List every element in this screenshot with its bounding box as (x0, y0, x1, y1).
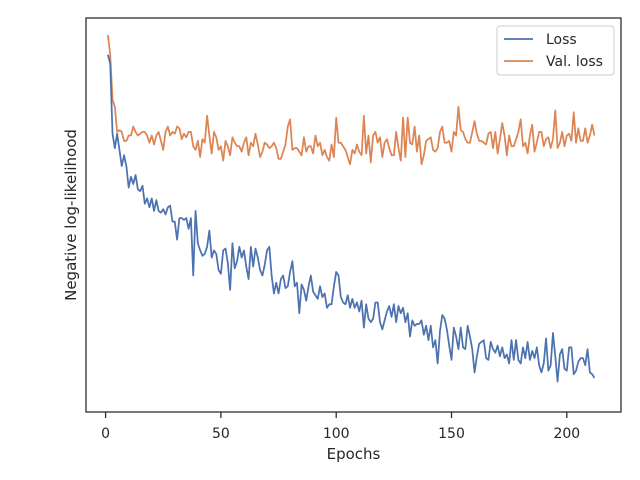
legend: Loss Val. loss (496, 25, 615, 76)
x-tick-label: 50 (212, 426, 230, 442)
series-layer (107, 34, 596, 383)
x-tick-label: 150 (438, 426, 465, 442)
plot-frame (85, 17, 622, 413)
series-line-val-loss (107, 34, 596, 166)
x-tick-label: 100 (323, 426, 350, 442)
legend-label-loss: Loss (546, 32, 577, 48)
x-tick-label: 0 (101, 426, 110, 442)
x-tick-label: 200 (553, 426, 580, 442)
y-axis-label: Negative log-likelihood (62, 129, 80, 301)
series-line-loss (107, 54, 596, 383)
x-axis-label: Epochs (327, 445, 381, 463)
x-axis: 0 50 100 150 200 (101, 412, 580, 442)
legend-label-val-loss: Val. loss (546, 54, 603, 70)
